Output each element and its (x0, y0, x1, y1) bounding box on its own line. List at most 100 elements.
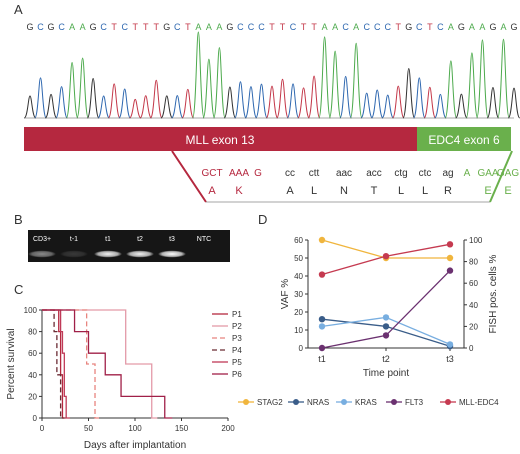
lane-label: t2 (137, 236, 143, 243)
base-letter: G (26, 22, 33, 32)
gel-lane-labels: CD3+ t-1 t1 t2 t3 NTC (33, 236, 211, 243)
trace-peak (213, 47, 226, 119)
trace-peak (223, 86, 237, 119)
base-letter: C (374, 22, 381, 32)
x-tick-label: 50 (84, 424, 93, 433)
right-y-tick-label: 60 (469, 279, 478, 288)
trace-peak (318, 36, 331, 119)
trace-peak (349, 42, 363, 119)
data-point (318, 344, 326, 352)
base-letter: C (437, 22, 444, 32)
legend-label: P5 (232, 358, 242, 367)
trace-peak (423, 86, 437, 119)
trace-peak (76, 57, 89, 119)
y-tick-label: 80 (28, 328, 37, 337)
base-letter: C (174, 22, 181, 32)
base-letter: A (332, 22, 338, 32)
codon: AAA (229, 168, 249, 179)
codon: cc (285, 168, 295, 179)
trace-peak (276, 78, 289, 119)
base-letter: C (416, 22, 423, 32)
legend-label: FLT3 (405, 398, 424, 407)
codon: ctc (419, 168, 432, 179)
lane-label: t1 (105, 236, 111, 243)
trace-peak (171, 95, 184, 119)
amino-acid: E (484, 185, 491, 197)
survival-chart: 0 20 40 60 80 100 0 50 100 150 200 Days after impla… (6, 306, 242, 451)
y-axis-label: VAF % (280, 279, 291, 309)
y-tick-label: 60 (28, 349, 37, 358)
survival-line-p2 (42, 309, 158, 419)
data-point (382, 253, 390, 260)
x-tick-label: t3 (446, 354, 454, 364)
survival-line-p3 (42, 309, 100, 419)
base-letter: T (154, 22, 160, 32)
trace-peak (434, 93, 447, 119)
base-letter: T (143, 22, 149, 32)
gel-band (126, 250, 154, 258)
gel-band (28, 250, 56, 258)
codon: A (464, 168, 471, 179)
base-letter: C (37, 22, 44, 32)
base-letter: A (479, 22, 485, 32)
base-letter: T (311, 22, 317, 32)
y-axis-label: Percent survival (6, 328, 17, 399)
y-tick-label: 0 (299, 344, 304, 353)
panel-b-label: B (14, 212, 23, 227)
base-letter: G (489, 22, 496, 32)
trace-peak (86, 77, 100, 119)
base-letter: T (427, 22, 433, 32)
trace-peak (402, 68, 416, 119)
data-point (446, 254, 454, 262)
base-letter: A (195, 22, 201, 32)
amino-acid: A (286, 185, 294, 197)
y-tick-label: 0 (33, 414, 38, 423)
x-tick-label: t1 (318, 354, 326, 364)
codon: ctg (394, 168, 407, 179)
legend-marker (293, 399, 299, 405)
base-letter: C (363, 22, 370, 32)
gel-band (94, 250, 122, 258)
trace-peak (23, 95, 37, 119)
legend-marker (445, 399, 451, 405)
amino-acid: R (444, 185, 452, 197)
legend-label: KRAS (355, 398, 377, 407)
legend-label: P3 (232, 334, 242, 343)
codon: aac (336, 168, 352, 179)
y-tick-label: 20 (28, 392, 37, 401)
trace-peak (97, 95, 110, 119)
codon: G (254, 168, 262, 179)
trace-peak (297, 87, 310, 119)
edc4-exon-bar (417, 127, 511, 151)
y-tick-label: 30 (294, 290, 303, 299)
base-letter: T (185, 22, 191, 32)
trace-peak (149, 79, 163, 119)
base-letter: A (322, 22, 328, 32)
gel-bands (28, 250, 186, 258)
trace-peak (328, 50, 342, 119)
base-letter: T (396, 22, 402, 32)
survival-line-p4 (42, 309, 65, 419)
trace-peak (455, 93, 468, 119)
base-letter: A (448, 22, 454, 32)
trace-peak (55, 86, 68, 119)
data-point (318, 271, 326, 278)
trace-peak (391, 85, 405, 119)
data-point (318, 323, 326, 330)
trace-peak (307, 75, 321, 119)
trace-peak (286, 83, 300, 119)
base-letter: C (121, 22, 128, 32)
amino-acid: T (371, 185, 378, 197)
mll-exon-connector (171, 150, 207, 203)
y-tick-label: 100 (24, 306, 38, 315)
lane-label: NTC (197, 236, 211, 243)
base-letter: G (90, 22, 97, 32)
base-letter: G (405, 22, 412, 32)
base-letter: G (510, 22, 517, 32)
codon: GAA (477, 168, 498, 179)
codon: ag (442, 168, 453, 179)
data-point (382, 314, 390, 321)
x-axis-label: Time point (363, 368, 410, 379)
